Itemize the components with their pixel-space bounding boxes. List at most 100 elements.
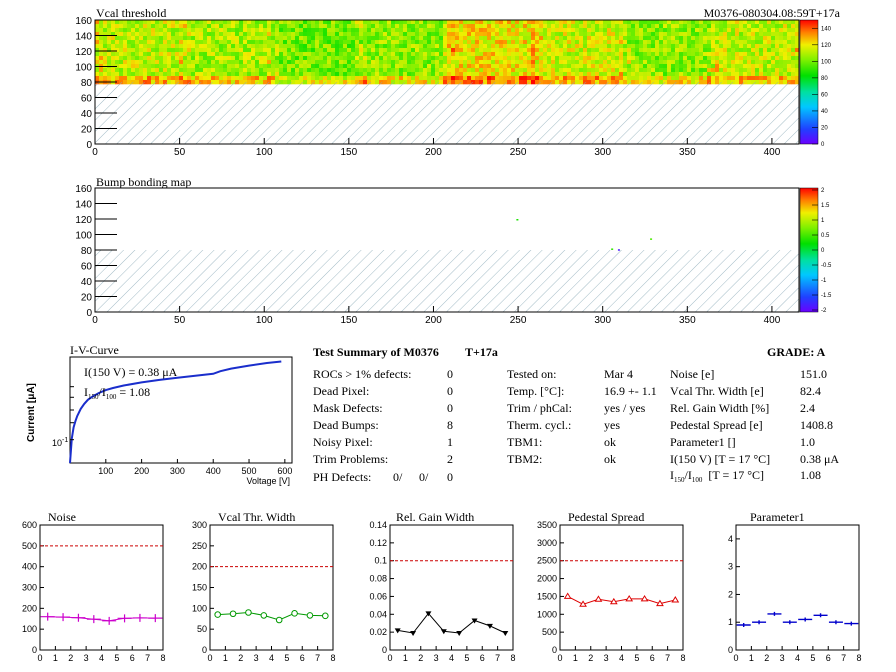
map-cell xyxy=(643,56,648,61)
map-cell xyxy=(479,56,484,61)
map-cell xyxy=(563,72,568,77)
map-cell xyxy=(399,48,404,53)
map-cell xyxy=(507,60,512,65)
map-cell xyxy=(555,36,560,41)
map-cell xyxy=(303,44,308,49)
map-cell xyxy=(243,32,248,37)
map-cell xyxy=(603,20,608,25)
map-cell xyxy=(231,68,236,73)
map-cell xyxy=(435,52,440,57)
map-cell xyxy=(603,72,608,77)
map-cell xyxy=(679,60,684,65)
map-cell xyxy=(727,56,732,61)
map-cell xyxy=(355,36,360,41)
map-cell xyxy=(551,40,556,45)
map-cell xyxy=(379,36,384,41)
map-cell xyxy=(175,40,180,45)
map-cell xyxy=(571,36,576,41)
map-cell xyxy=(507,56,512,61)
summary-label: Mask Defects: xyxy=(313,401,383,415)
map-cell xyxy=(407,56,412,61)
map-cell xyxy=(767,52,772,57)
iv-x-tick-label: 100 xyxy=(98,466,113,476)
map-cell xyxy=(163,44,168,49)
map-cell xyxy=(683,48,688,53)
map-cell xyxy=(487,68,492,73)
map-cell xyxy=(239,60,244,65)
map-cell xyxy=(403,64,408,69)
map-cell xyxy=(631,40,636,45)
map-cell xyxy=(747,36,752,41)
map-cell xyxy=(299,32,304,37)
y-tick-label: 200 xyxy=(22,603,37,613)
map-cell xyxy=(759,32,764,37)
map-cell xyxy=(491,40,496,45)
map-cell xyxy=(191,32,196,37)
map-cell xyxy=(691,60,696,65)
map-cell xyxy=(171,24,176,29)
map-cell xyxy=(643,36,648,41)
map-cell xyxy=(275,24,280,29)
map-cell xyxy=(551,24,556,29)
map-cell xyxy=(207,76,212,81)
map-cell xyxy=(207,20,212,25)
map-cell xyxy=(119,60,124,65)
map-cell xyxy=(675,72,680,77)
y-tick-label: 20 xyxy=(81,125,93,136)
map-cell xyxy=(779,52,784,57)
y-tick-label: 160 xyxy=(75,16,92,27)
map-cell xyxy=(255,64,260,69)
y-tick-label: 4 xyxy=(728,534,733,544)
map-cell xyxy=(531,48,536,53)
map-cell xyxy=(547,76,552,81)
map-cell xyxy=(159,48,164,53)
map-cell xyxy=(355,68,360,73)
map-cell xyxy=(655,76,660,81)
map-cell xyxy=(723,56,728,61)
map-cell xyxy=(447,36,452,41)
map-cell xyxy=(455,28,460,33)
map-cell xyxy=(103,44,108,49)
map-cell xyxy=(399,76,404,81)
bump-defect-point xyxy=(611,248,614,250)
map-cell xyxy=(435,44,440,49)
map-cell xyxy=(119,76,124,81)
map-cell xyxy=(411,48,416,53)
map-cell xyxy=(391,32,396,37)
map-cell xyxy=(611,64,616,69)
map-cell xyxy=(607,28,612,33)
map-cell xyxy=(471,52,476,57)
map-cell xyxy=(755,44,760,49)
map-cell xyxy=(719,72,724,77)
map-cell xyxy=(559,60,564,65)
map-cell xyxy=(407,48,412,53)
map-cell xyxy=(587,64,592,69)
map-cell xyxy=(483,36,488,41)
y-tick-label: 3 xyxy=(728,562,733,572)
map-cell xyxy=(223,56,228,61)
summary-label: ROCs > 1% defects: xyxy=(313,367,411,381)
map-cell xyxy=(699,76,704,81)
y-tick-label: 0.02 xyxy=(369,627,387,637)
map-cell xyxy=(611,60,616,65)
map-cell xyxy=(215,68,220,73)
map-cell xyxy=(307,40,312,45)
map-cell xyxy=(191,44,196,49)
map-cell xyxy=(431,56,436,61)
colorbar-tick-label: -1.5 xyxy=(821,293,832,299)
map-cell xyxy=(507,28,512,33)
y-tick-label: 300 xyxy=(192,520,207,530)
map-cell xyxy=(531,28,536,33)
x-tick-label: 1 xyxy=(53,653,58,663)
map-cell xyxy=(711,64,716,69)
map-cell xyxy=(431,76,436,81)
y-tick-label: 60 xyxy=(81,262,93,273)
map-cell xyxy=(259,52,264,57)
map-cell xyxy=(279,76,284,81)
map-cell xyxy=(555,60,560,65)
map-cell xyxy=(771,68,776,73)
map-cell xyxy=(743,72,748,77)
map-cell xyxy=(715,28,720,33)
map-cell xyxy=(179,56,184,61)
map-cell xyxy=(199,56,204,61)
